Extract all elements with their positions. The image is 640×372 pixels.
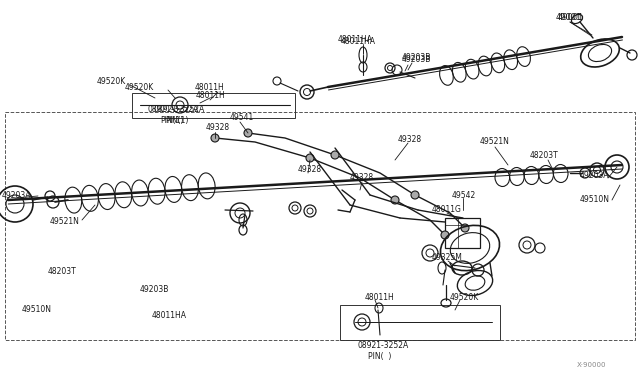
Text: 48011HA: 48011HA — [152, 311, 187, 320]
Text: 49203A: 49203A — [580, 170, 609, 180]
Text: 49328: 49328 — [298, 166, 322, 174]
Ellipse shape — [331, 151, 339, 159]
Text: 49203B: 49203B — [140, 285, 170, 295]
Text: 48011HA: 48011HA — [337, 35, 372, 45]
Ellipse shape — [411, 191, 419, 199]
Text: PIN(  ): PIN( ) — [368, 353, 392, 362]
Text: X·90000: X·90000 — [577, 362, 607, 368]
Ellipse shape — [461, 224, 469, 232]
Text: 49328: 49328 — [350, 173, 374, 183]
Text: 49510N: 49510N — [22, 305, 52, 314]
Ellipse shape — [441, 231, 449, 239]
Ellipse shape — [211, 134, 219, 142]
Text: 08921-3252A: 08921-3252A — [358, 340, 409, 350]
Text: 49001: 49001 — [558, 13, 584, 22]
Text: 48011H: 48011H — [365, 292, 395, 301]
Ellipse shape — [391, 196, 399, 204]
Text: 49203A: 49203A — [2, 192, 31, 201]
Text: PIN(1): PIN(1) — [160, 115, 184, 125]
Text: 48011HA: 48011HA — [340, 38, 376, 46]
Text: 48203T: 48203T — [48, 267, 77, 276]
Text: 48011H: 48011H — [195, 83, 225, 93]
Text: 49520K: 49520K — [125, 83, 154, 92]
Text: 49328: 49328 — [206, 122, 230, 131]
Text: 49325M: 49325M — [432, 253, 463, 263]
Text: 49520K: 49520K — [450, 292, 479, 301]
Text: 49521N: 49521N — [50, 218, 80, 227]
Text: 48011G: 48011G — [432, 205, 462, 215]
Text: 48203T: 48203T — [530, 151, 559, 160]
Text: 49541: 49541 — [230, 113, 254, 122]
Text: 49520K: 49520K — [97, 77, 126, 87]
Text: 49542: 49542 — [452, 190, 476, 199]
Text: 49203B: 49203B — [402, 54, 431, 62]
Text: 49510N: 49510N — [580, 196, 610, 205]
Text: 49203B: 49203B — [402, 55, 431, 64]
Text: 49001: 49001 — [556, 13, 582, 22]
Text: 48011H: 48011H — [196, 90, 226, 99]
Text: 49521N: 49521N — [480, 138, 510, 147]
Text: 08921-3252A: 08921-3252A — [154, 106, 205, 115]
Ellipse shape — [306, 154, 314, 162]
Text: 08921-3252A: 08921-3252A — [148, 105, 199, 113]
Text: 49328: 49328 — [398, 135, 422, 144]
Text: PIN(1): PIN(1) — [165, 116, 188, 125]
Ellipse shape — [244, 129, 252, 137]
